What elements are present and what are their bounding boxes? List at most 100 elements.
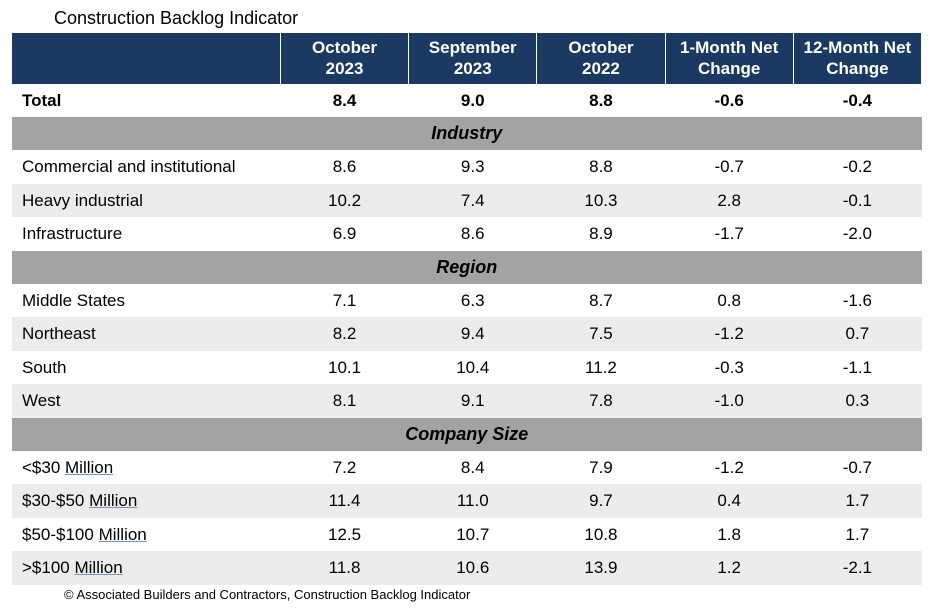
- cell-value: -0.1: [793, 184, 921, 218]
- cell-value: -1.7: [665, 217, 793, 251]
- row-label: Middle States: [12, 284, 280, 318]
- cell-value: 11.0: [409, 484, 537, 518]
- cell-value: 7.1: [280, 284, 408, 318]
- cell-value: 7.9: [537, 451, 665, 485]
- table-row: Northeast8.29.47.5-1.20.7: [12, 317, 922, 351]
- cell-value: -0.7: [665, 150, 793, 184]
- cell-value: -0.7: [793, 451, 921, 485]
- cell-value: 11.8: [280, 551, 408, 585]
- cell-value: 1.7: [793, 484, 921, 518]
- column-header: 1-Month NetChange: [665, 33, 793, 84]
- row-label: South: [12, 351, 280, 385]
- cell-value: 8.6: [280, 150, 408, 184]
- section-title: Company Size: [12, 418, 922, 451]
- cell-value: 1.8: [665, 518, 793, 552]
- cell-value: 8.2: [280, 317, 408, 351]
- table-row: West8.19.17.8-1.00.3: [12, 384, 922, 418]
- row-label: $30-$50 Million: [12, 484, 280, 518]
- cell-value: 6.3: [409, 284, 537, 318]
- cell-value: -0.3: [665, 351, 793, 385]
- table-row: <$30 Million7.28.47.9-1.2-0.7: [12, 451, 922, 485]
- table-header: October2023September2023October20221-Mon…: [12, 33, 922, 84]
- cell-value: 0.3: [793, 384, 921, 418]
- cell-value: 7.2: [280, 451, 408, 485]
- cell-value: -0.6: [665, 84, 793, 118]
- cell-value: 9.3: [409, 150, 537, 184]
- cell-value: 9.0: [409, 84, 537, 118]
- cell-value: 7.4: [409, 184, 537, 218]
- column-header: September2023: [409, 33, 537, 84]
- row-label: <$30 Million: [12, 451, 280, 485]
- cell-value: 10.7: [409, 518, 537, 552]
- section-header: Company Size: [12, 418, 922, 451]
- cell-value: 10.2: [280, 184, 408, 218]
- cell-value: -2.0: [793, 217, 921, 251]
- section-title: Industry: [12, 117, 922, 150]
- cell-value: 8.1: [280, 384, 408, 418]
- row-label: Heavy industrial: [12, 184, 280, 218]
- table-body: Total8.49.08.8-0.6-0.4IndustryCommercial…: [12, 84, 922, 585]
- cell-value: 8.7: [537, 284, 665, 318]
- cell-value: 11.4: [280, 484, 408, 518]
- cell-value: 11.2: [537, 351, 665, 385]
- cell-value: -1.1: [793, 351, 921, 385]
- cell-value: 8.4: [280, 84, 408, 118]
- row-label: $50-$100 Million: [12, 518, 280, 552]
- cell-value: 8.8: [537, 150, 665, 184]
- cell-value: 9.4: [409, 317, 537, 351]
- cell-value: 2.8: [665, 184, 793, 218]
- row-label: West: [12, 384, 280, 418]
- table-footer: © Associated Builders and Contractors, C…: [64, 587, 924, 602]
- cell-value: 10.6: [409, 551, 537, 585]
- cell-value: 8.6: [409, 217, 537, 251]
- cell-value: 8.4: [409, 451, 537, 485]
- cell-value: 6.9: [280, 217, 408, 251]
- table-row: Infrastructure6.98.68.9-1.7-2.0: [12, 217, 922, 251]
- cell-value: 7.5: [537, 317, 665, 351]
- backlog-table: October2023September2023October20221-Mon…: [12, 33, 922, 585]
- table-row: Commercial and institutional8.69.38.8-0.…: [12, 150, 922, 184]
- cell-value: 10.1: [280, 351, 408, 385]
- cell-value: 0.4: [665, 484, 793, 518]
- cell-value: 8.8: [537, 84, 665, 118]
- row-label: >$100 Million: [12, 551, 280, 585]
- cell-value: 13.9: [537, 551, 665, 585]
- cell-value: -1.2: [665, 451, 793, 485]
- column-header: [12, 33, 280, 84]
- cell-value: -1.2: [665, 317, 793, 351]
- section-header: Region: [12, 251, 922, 284]
- table-row: $50-$100 Million12.510.710.81.81.7: [12, 518, 922, 552]
- cell-value: 9.7: [537, 484, 665, 518]
- cell-value: 1.7: [793, 518, 921, 552]
- cell-value: 10.8: [537, 518, 665, 552]
- cell-value: 7.8: [537, 384, 665, 418]
- row-label: Commercial and institutional: [12, 150, 280, 184]
- table-row: Total8.49.08.8-0.6-0.4: [12, 84, 922, 118]
- cell-value: -1.0: [665, 384, 793, 418]
- cell-value: 8.9: [537, 217, 665, 251]
- table-title: Construction Backlog Indicator: [54, 8, 924, 29]
- cell-value: -2.1: [793, 551, 921, 585]
- cell-value: 9.1: [409, 384, 537, 418]
- table-row: >$100 Million11.810.613.91.2-2.1: [12, 551, 922, 585]
- cell-value: 12.5: [280, 518, 408, 552]
- row-label: Infrastructure: [12, 217, 280, 251]
- table-row: Heavy industrial10.27.410.32.8-0.1: [12, 184, 922, 218]
- cell-value: -0.2: [793, 150, 921, 184]
- cell-value: -0.4: [793, 84, 921, 118]
- column-header: October2022: [537, 33, 665, 84]
- section-header: Industry: [12, 117, 922, 150]
- section-title: Region: [12, 251, 922, 284]
- column-header: October2023: [280, 33, 408, 84]
- cell-value: -1.6: [793, 284, 921, 318]
- table-row: South10.110.411.2-0.3-1.1: [12, 351, 922, 385]
- table-row: $30-$50 Million11.411.09.70.41.7: [12, 484, 922, 518]
- cell-value: 1.2: [665, 551, 793, 585]
- table-row: Middle States7.16.38.70.8-1.6: [12, 284, 922, 318]
- cell-value: 0.8: [665, 284, 793, 318]
- column-header: 12-Month NetChange: [793, 33, 921, 84]
- cell-value: 10.3: [537, 184, 665, 218]
- cell-value: 0.7: [793, 317, 921, 351]
- cell-value: 10.4: [409, 351, 537, 385]
- row-label: Northeast: [12, 317, 280, 351]
